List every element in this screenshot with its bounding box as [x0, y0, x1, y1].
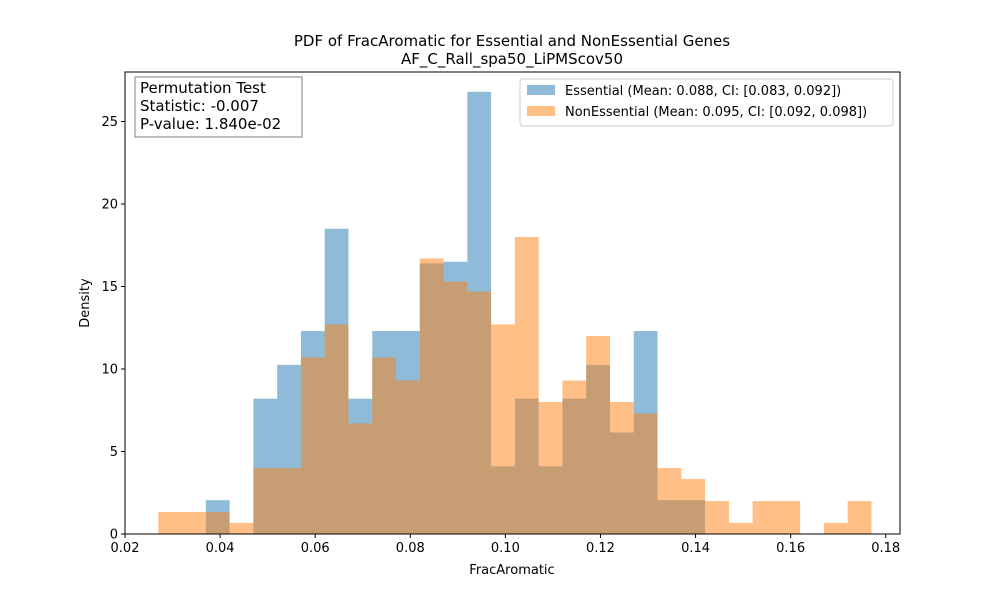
stats-box: Permutation Test Statistic: -0.007 P-val… — [134, 76, 303, 138]
legend-swatch-essential — [527, 85, 555, 95]
stats-box-frame — [134, 76, 303, 138]
legend-swatch-nonessential — [527, 106, 555, 116]
histogram-bar — [514, 237, 539, 534]
histogram-bar — [847, 501, 872, 534]
bars-layer — [158, 91, 872, 535]
histogram-bar — [562, 380, 587, 534]
histogram-bar — [633, 413, 658, 534]
series-nonessential-bars — [158, 237, 872, 534]
histogram-bar — [158, 512, 183, 534]
histogram-bar — [300, 357, 325, 534]
stats-line-statistic: Statistic: -0.007 — [140, 97, 259, 115]
x-tick-label: 0.18 — [871, 541, 900, 556]
y-tick-label: 5 — [110, 445, 118, 460]
x-tick-label: 0.10 — [491, 541, 520, 556]
y-tick-label: 25 — [101, 115, 118, 130]
histogram-bar — [657, 468, 682, 534]
legend-label-essential: Essential (Mean: 0.088, CI: [0.083, 0.09… — [565, 84, 841, 99]
x-tick-label: 0.02 — [111, 541, 140, 556]
histogram-bar — [681, 479, 706, 534]
x-tick-label: 0.08 — [396, 541, 425, 556]
histogram-bar — [609, 402, 634, 534]
histogram-bar — [705, 501, 729, 534]
y-tick-label: 15 — [101, 280, 118, 295]
histogram-bar — [752, 501, 777, 534]
chart-subtitle: AF_C_Rall_spa50_LiPMScov50 — [401, 50, 623, 69]
histogram-bar — [776, 501, 801, 534]
x-tick-label: 0.12 — [586, 541, 615, 556]
histogram-bar — [443, 281, 468, 534]
histogram-bar — [467, 291, 492, 534]
histogram-bar — [586, 336, 610, 534]
histogram-bar — [229, 522, 254, 534]
y-tick-label: 10 — [101, 363, 118, 378]
x-tick-label: 0.06 — [301, 541, 330, 556]
stats-line-title: Permutation Test — [140, 79, 266, 97]
legend: Essential (Mean: 0.088, CI: [0.083, 0.09… — [519, 78, 894, 127]
histogram-bar — [538, 402, 563, 534]
chart-title: PDF of FracAromatic for Essential and No… — [294, 32, 730, 50]
x-tick-label: 0.14 — [681, 541, 710, 556]
y-tick-label: 20 — [101, 198, 118, 213]
histogram-bar — [324, 324, 349, 534]
plot-frame — [124, 71, 901, 535]
x-axis-label: FracAromatic — [469, 563, 554, 578]
y-axis-label: Density — [78, 278, 93, 328]
histogram-bar — [253, 468, 278, 534]
x-tick-label: 0.04 — [206, 541, 235, 556]
legend-label-nonessential: NonEssential (Mean: 0.095, CI: [0.092, 0… — [565, 105, 867, 120]
histogram-bar — [277, 468, 301, 534]
histogram-bar — [728, 522, 753, 534]
histogram-bar — [396, 380, 420, 534]
y-tick-label: 0 — [110, 528, 118, 543]
histogram-bar — [348, 423, 373, 534]
histogram-bar — [491, 324, 515, 534]
ticks-layer: 0.02 0.04 0.06 0.08 0.10 0.12 0.14 0.16 0.18 0 5 10… — [101, 115, 900, 556]
histogram-bar — [823, 522, 848, 534]
x-tick-label: 0.16 — [776, 541, 805, 556]
histogram-bar — [372, 357, 397, 534]
histogram-bar — [205, 512, 230, 534]
legend-frame — [519, 78, 894, 127]
stats-line-pvalue: P-value: 1.840e-02 — [140, 115, 281, 133]
histogram-bar — [419, 258, 444, 534]
histogram-bar — [182, 512, 206, 534]
